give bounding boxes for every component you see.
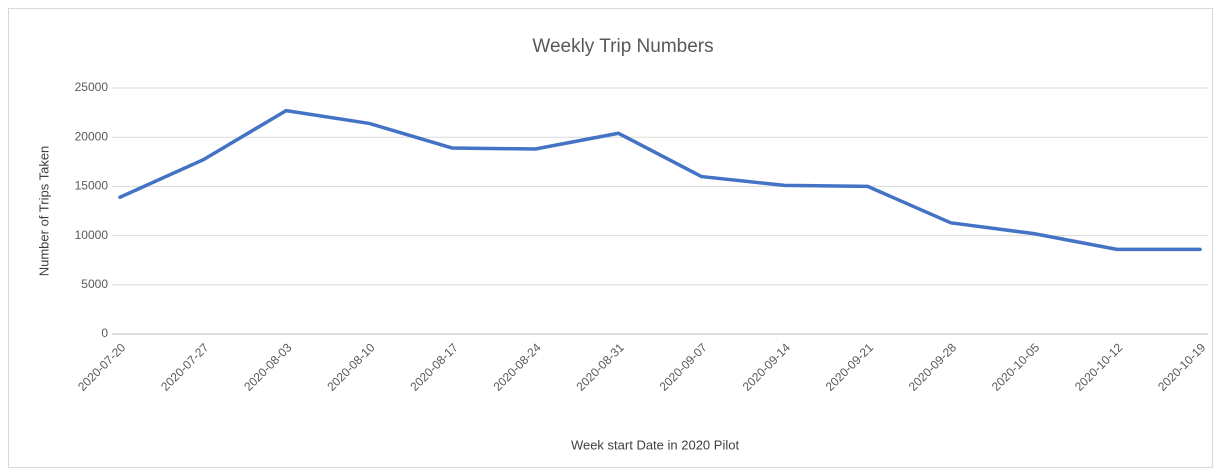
y-tick-label: 20000	[75, 129, 109, 143]
y-tick-label: 15000	[75, 179, 109, 193]
y-tick-label: 5000	[81, 277, 108, 291]
y-tick-label: 10000	[75, 228, 109, 242]
y-axis-title: Number of Trips Taken	[36, 146, 51, 277]
x-axis-title: Week start Date in 2020 Pilot	[571, 437, 740, 452]
chart-title: Weekly Trip Numbers	[532, 36, 713, 57]
y-tick-label: 25000	[75, 80, 109, 94]
y-tick-label: 0	[101, 326, 108, 340]
data-line	[118, 108, 1202, 252]
chart-border	[8, 8, 1213, 468]
